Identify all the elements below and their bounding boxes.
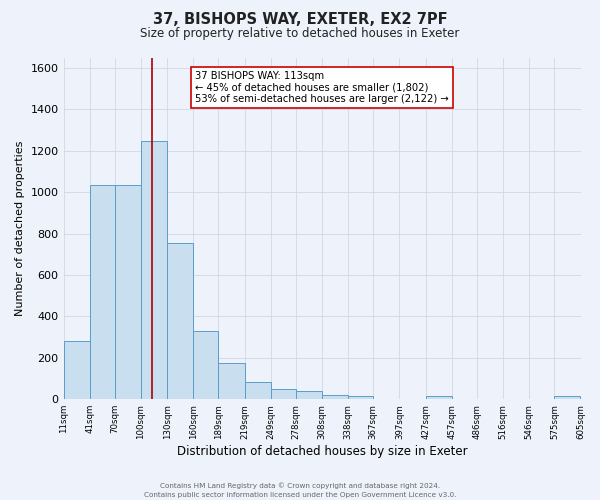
Text: 37 BISHOPS WAY: 113sqm
← 45% of detached houses are smaller (1,802)
53% of semi-: 37 BISHOPS WAY: 113sqm ← 45% of detached… <box>196 71 449 104</box>
Bar <box>193 331 218 399</box>
Bar <box>425 396 452 399</box>
Text: Contains HM Land Registry data © Crown copyright and database right 2024.: Contains HM Land Registry data © Crown c… <box>160 482 440 489</box>
Bar <box>554 396 580 399</box>
Text: Size of property relative to detached houses in Exeter: Size of property relative to detached ho… <box>140 28 460 40</box>
Bar <box>141 142 167 399</box>
Bar <box>245 382 271 399</box>
Text: Contains public sector information licensed under the Open Government Licence v3: Contains public sector information licen… <box>144 492 456 498</box>
Bar <box>348 396 373 399</box>
Bar <box>167 243 193 399</box>
Text: 37, BISHOPS WAY, EXETER, EX2 7PF: 37, BISHOPS WAY, EXETER, EX2 7PF <box>152 12 448 28</box>
Bar <box>89 185 115 399</box>
Bar <box>64 341 89 399</box>
Bar <box>218 363 245 399</box>
Bar <box>271 389 296 399</box>
Bar <box>296 392 322 399</box>
X-axis label: Distribution of detached houses by size in Exeter: Distribution of detached houses by size … <box>177 444 467 458</box>
Y-axis label: Number of detached properties: Number of detached properties <box>15 140 25 316</box>
Bar <box>115 185 141 399</box>
Bar <box>322 395 348 399</box>
